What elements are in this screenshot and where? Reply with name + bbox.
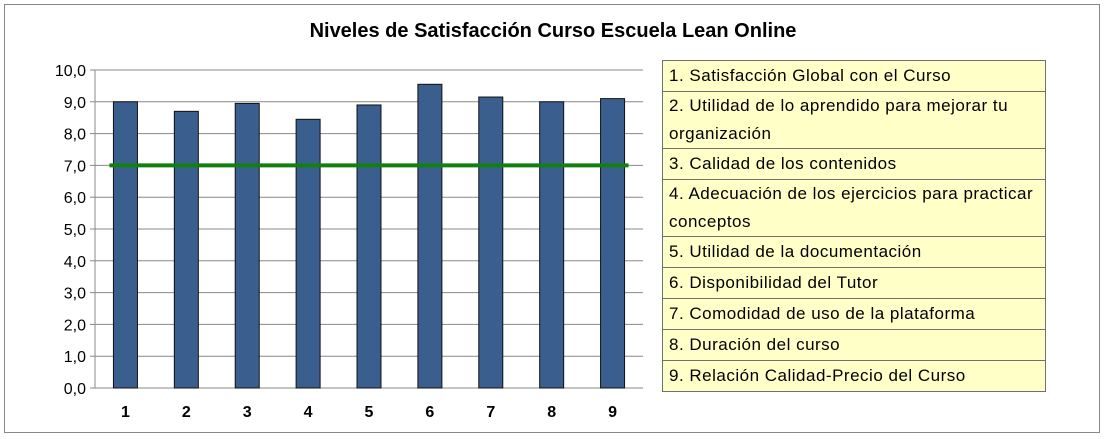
chart-title: Niveles de Satisfacción Curso Escuela Le… <box>309 20 797 42</box>
legend-item-4: 4. Adecuación de los ejercicios para pra… <box>662 179 1046 237</box>
y-tick-label: 8,0 <box>64 127 86 144</box>
bar <box>234 102 260 389</box>
legend-item-5: 5. Utilidad de la documentación <box>662 236 1046 268</box>
y-tick-label: 10,0 <box>55 63 86 80</box>
y-tick-label: 2,0 <box>64 317 86 334</box>
bar <box>600 98 626 389</box>
x-tick-label: 8 <box>547 404 556 421</box>
legend-item-2: 2. Utilidad de lo aprendido para mejorar… <box>662 91 1046 149</box>
bar <box>295 118 321 389</box>
x-tick-label: 9 <box>608 404 617 421</box>
bar <box>112 101 138 389</box>
y-tick-label: 4,0 <box>64 254 86 271</box>
bar <box>356 104 382 389</box>
y-tick-label: 0,0 <box>64 381 86 398</box>
y-tick-label: 3,0 <box>64 286 86 303</box>
bar <box>417 83 443 389</box>
legend-item-7: 7. Comodidad de uso de la plataforma <box>662 298 1046 330</box>
y-tick-label: 6,0 <box>64 190 86 207</box>
x-tick-label: 6 <box>425 404 434 421</box>
legend-item-3: 3. Calidad de los contenidos <box>662 148 1046 180</box>
legend-item-6: 6. Disponibilidad del Tutor <box>662 267 1046 299</box>
y-tick-label: 5,0 <box>64 222 86 239</box>
legend-item-1: 1. Satisfacción Global con el Curso <box>662 60 1046 92</box>
legend-item-9: 9. Relación Calidad-Precio del Curso <box>662 360 1046 392</box>
x-tick-label: 5 <box>365 404 374 421</box>
bar <box>539 101 565 389</box>
x-tick-label: 7 <box>486 404 495 421</box>
y-tick-label: 1,0 <box>64 349 86 366</box>
y-tick-label: 7,0 <box>64 158 86 175</box>
y-tick-label: 9,0 <box>64 95 86 112</box>
legend-table: 1. Satisfacción Global con el Curso 2. U… <box>662 60 1046 392</box>
x-tick-label: 3 <box>243 404 252 421</box>
x-tick-label: 2 <box>182 404 191 421</box>
x-tick-label: 4 <box>304 404 313 421</box>
bar <box>173 110 199 389</box>
x-tick-label: 1 <box>121 404 130 421</box>
legend-item-8: 8. Duración del curso <box>662 329 1046 361</box>
bar <box>478 96 504 389</box>
